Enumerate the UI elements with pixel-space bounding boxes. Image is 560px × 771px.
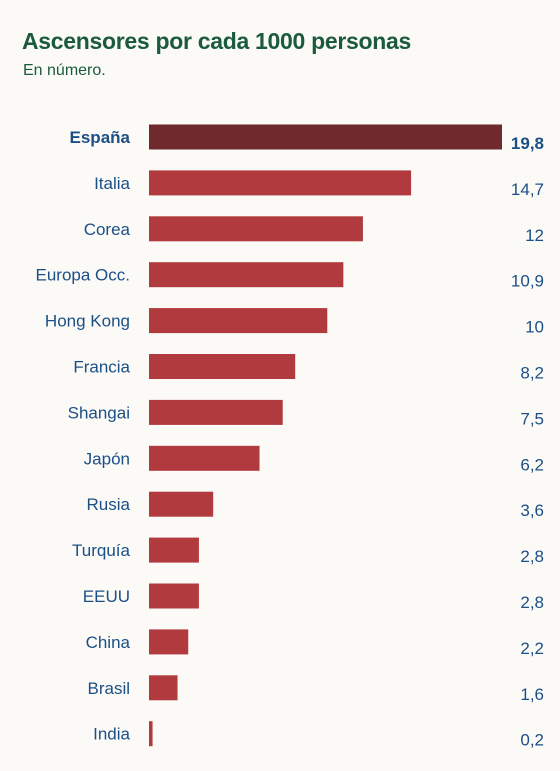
- bar: [149, 262, 344, 288]
- value-label: 1,6: [520, 685, 544, 704]
- value-label: 3,6: [520, 501, 544, 520]
- bar: [149, 675, 178, 701]
- bar: [149, 124, 502, 150]
- value-label: 10: [525, 318, 544, 337]
- bar: [149, 629, 189, 655]
- bar: [149, 399, 283, 425]
- chart-subtitle: En número.: [23, 62, 106, 79]
- value-label: 14,7: [511, 180, 544, 199]
- category-label: Hong Kong: [45, 312, 130, 331]
- bar: [149, 170, 412, 196]
- category-label: Corea: [84, 220, 131, 239]
- chart-title: Ascensores por cada 1000 personas: [22, 28, 411, 54]
- value-label: 12: [525, 226, 544, 245]
- category-label: Francia: [73, 358, 130, 377]
- value-label: 2,2: [520, 639, 544, 658]
- value-label: 0,2: [520, 731, 544, 750]
- category-label: Japón: [84, 449, 130, 468]
- bar: [149, 308, 328, 334]
- value-label: 2,8: [520, 593, 544, 612]
- value-label: 2,8: [520, 547, 544, 566]
- bar: [149, 583, 199, 609]
- value-label: 8,2: [520, 364, 544, 383]
- category-label: India: [93, 725, 130, 744]
- bar: [149, 354, 296, 379]
- category-label: Rusia: [87, 495, 131, 514]
- category-label: EEUU: [83, 587, 130, 606]
- bar: [149, 445, 260, 471]
- category-label: Europa Occ.: [36, 266, 131, 285]
- category-label: Italia: [94, 174, 130, 193]
- value-label: 6,2: [520, 455, 544, 474]
- category-label: China: [86, 633, 131, 652]
- bar: [149, 216, 363, 242]
- bar: [149, 491, 214, 517]
- category-label: Shangai: [68, 403, 130, 422]
- category-label: Turquía: [72, 541, 131, 560]
- category-label: Brasil: [87, 679, 130, 698]
- value-label: 10,9: [511, 272, 544, 291]
- bar: [149, 537, 199, 563]
- category-label: España: [70, 128, 131, 147]
- value-label: 7,5: [520, 409, 544, 428]
- value-label: 19,8: [511, 134, 544, 153]
- bar: [149, 721, 153, 747]
